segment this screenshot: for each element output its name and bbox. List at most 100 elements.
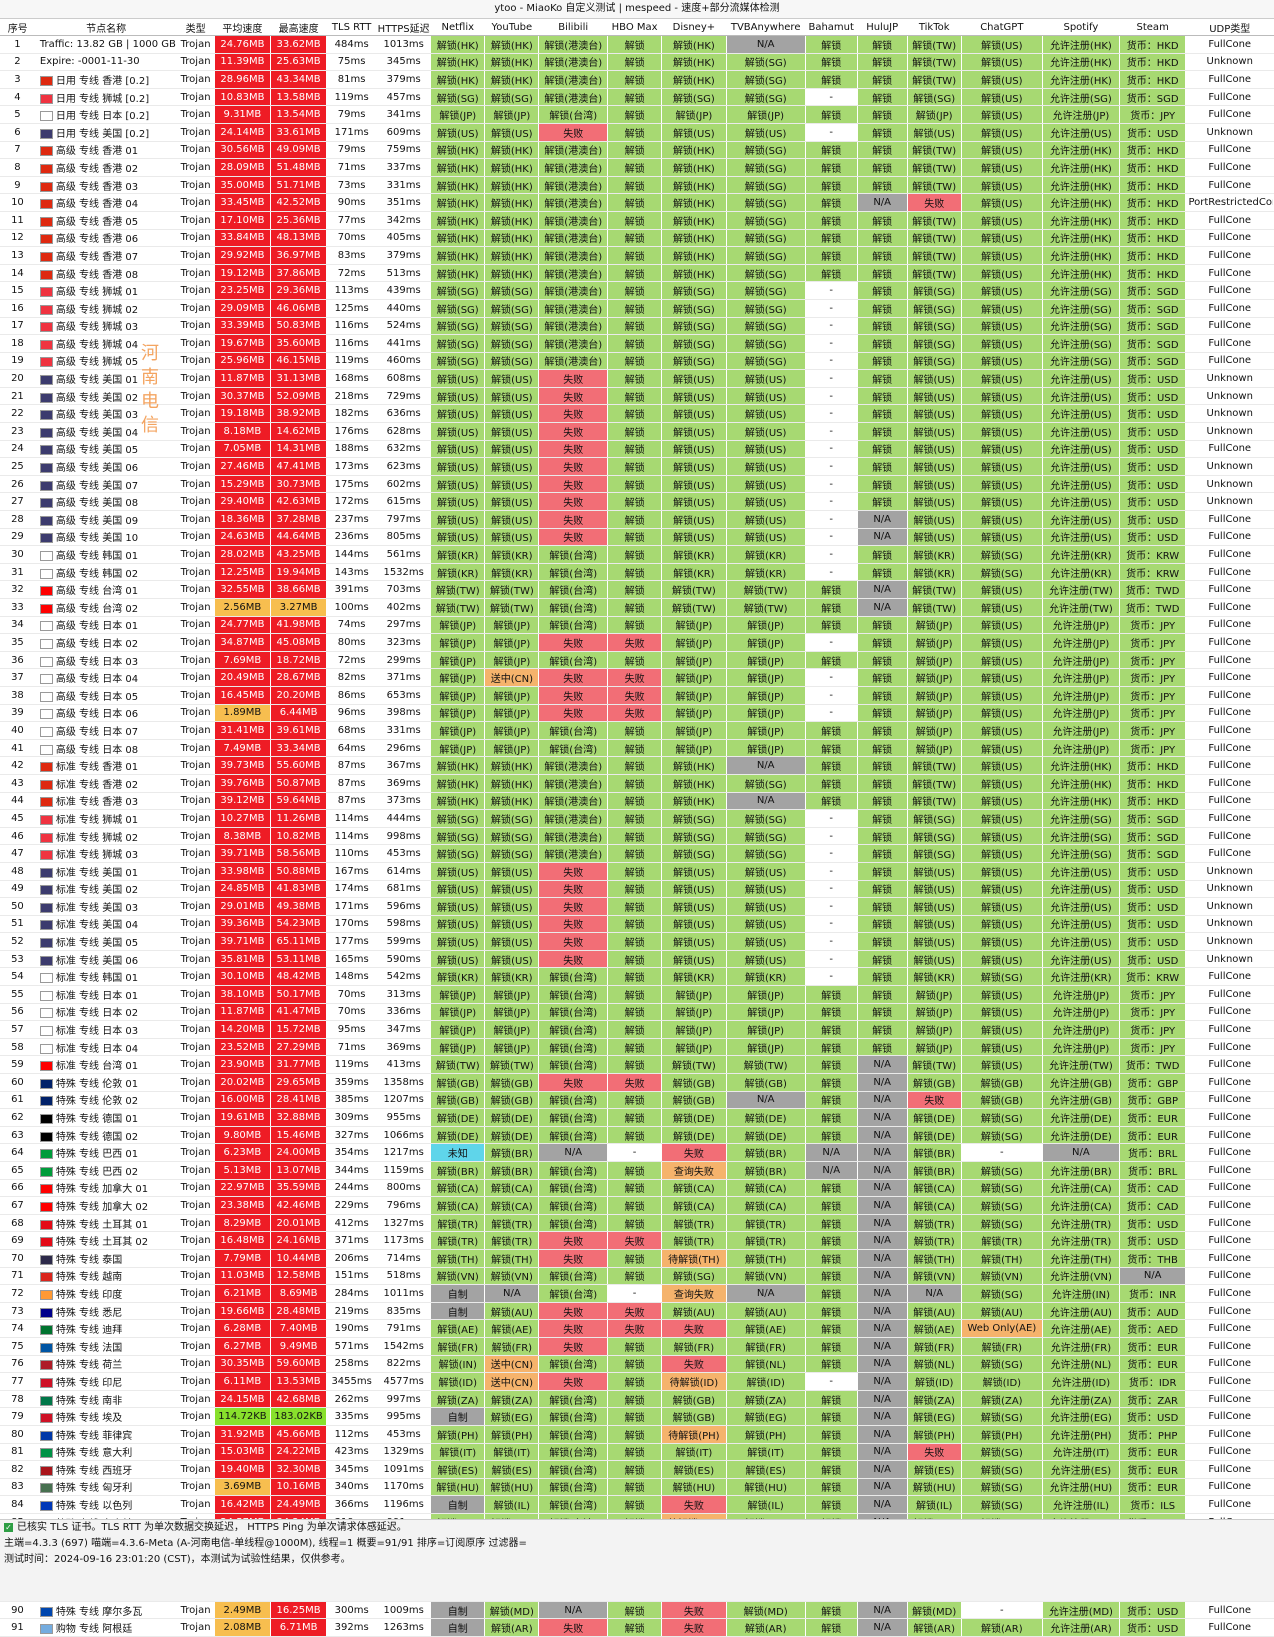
column-header[interactable]: Disney+ [661, 19, 727, 36]
table-row[interactable]: 48 标准 专线 美国 01 Trojan 33.98MB 50.88MB 167ms 61… [0, 862, 1274, 881]
table-row[interactable]: 44 标准 专线 香港 03 Trojan 39.12MB 59.64MB 87ms 373… [0, 792, 1274, 811]
table-row[interactable]: 22 高级 专线 美国 03 Trojan 19.18MB 38.92MB 182ms 63… [0, 404, 1274, 424]
column-header[interactable]: 节点名称 [35, 19, 177, 36]
table-row[interactable]: 67 特殊 专线 加拿大 02 Trojan 23.38MB 42.46MB 229ms 7… [0, 1196, 1274, 1215]
table-row[interactable]: 21 高级 专线 美国 02 Trojan 30.37MB 52.09MB 218ms 72… [0, 387, 1274, 406]
table-row[interactable]: 78 特殊 专线 南非 Trojan 24.15MB 42.68MB 262ms 997ms… [0, 1390, 1274, 1409]
table-row[interactable]: 61 特殊 专线 伦敦 02 Trojan 16.00MB 28.41MB 385ms 12… [0, 1091, 1274, 1110]
table-row[interactable]: 84 特殊 专线 以色列 Trojan 16.42MB 24.49MB 366ms 1196… [0, 1495, 1274, 1514]
table-row[interactable]: 76 特殊 专线 荷兰 Trojan 30.35MB 59.60MB 258ms 822ms… [0, 1355, 1274, 1374]
column-header[interactable]: TikTok [907, 19, 962, 36]
table-row[interactable]: 49 标准 专线 美国 02 Trojan 24.85MB 41.83MB 174ms 68… [0, 880, 1274, 899]
table-row[interactable]: 39 高级 专线 日本 06 Trojan 1.89MB 6.44MB 96ms 398ms… [0, 704, 1274, 723]
table-row[interactable]: 73 特殊 专线 悉尼 Trojan 19.66MB 28.48MB 219ms 835ms… [0, 1302, 1274, 1321]
table-row[interactable]: 55 标准 专线 日本 01 Trojan 38.10MB 50.17MB 70ms 313… [0, 985, 1274, 1004]
table-row[interactable]: 63 特殊 专线 德国 02 Trojan 9.80MB 15.46MB 327ms 106… [0, 1126, 1274, 1145]
table-row[interactable]: 70 特殊 专线 泰国 Trojan 7.79MB 10.44MB 206ms 714ms 解… [0, 1249, 1274, 1268]
table-row[interactable]: 34 高级 专线 日本 01 Trojan 24.77MB 41.98MB 74ms 297… [0, 616, 1274, 635]
table-row[interactable]: 64 特殊 专线 巴西 01 Trojan 6.23MB 24.00MB 354ms 121… [0, 1143, 1274, 1162]
table-row[interactable]: 36 高级 专线 日本 03 Trojan 7.69MB 18.72MB 72ms 299m… [0, 651, 1274, 670]
table-row[interactable]: 12 高级 专线 香港 06 Trojan 33.84MB 48.13MB 70ms 405… [0, 229, 1274, 248]
table-row[interactable]: 27 高级 专线 美国 08 Trojan 29.40MB 42.63MB 172ms 61… [0, 492, 1274, 512]
table-row[interactable]: 80 特殊 专线 菲律宾 Trojan 31.92MB 45.66MB 112ms 453m… [0, 1425, 1274, 1444]
table-row[interactable]: 29 高级 专线 美国 10 Trojan 24.63MB 44.64MB 236ms 80… [0, 528, 1274, 547]
table-row[interactable]: 65 特殊 专线 巴西 02 Trojan 5.13MB 13.07MB 344ms 115… [0, 1161, 1274, 1180]
table-row[interactable]: 75 特殊 专线 法国 Trojan 6.27MB 9.49MB 571ms 1542ms 解… [0, 1337, 1274, 1356]
table-row[interactable]: 56 标准 专线 日本 02 Trojan 11.87MB 41.47MB 70ms 336… [0, 1003, 1274, 1022]
table-row[interactable]: 17 高级 专线 狮城 03 Trojan 33.39MB 50.83MB 116ms 52… [0, 317, 1274, 336]
table-row[interactable]: 16 高级 专线 狮城 02 Trojan 29.09MB 46.06MB 125ms 44… [0, 299, 1274, 318]
table-row[interactable]: 50 标准 专线 美国 03 Trojan 29.01MB 49.38MB 171ms 59… [0, 897, 1274, 916]
column-header[interactable]: ChatGPT [961, 19, 1043, 36]
table-row[interactable]: 41 高级 专线 日本 08 Trojan 7.49MB 33.34MB 64ms 296m… [0, 739, 1274, 758]
table-row[interactable]: 52 标准 专线 美国 05 Trojan 39.71MB 65.11MB 177ms 59… [0, 932, 1274, 951]
table-row[interactable]: 5 日用 专线 日本 [0.2] Trojan 9.31MB 13.54MB 79ms 34… [0, 105, 1274, 124]
table-row[interactable]: 38 高级 专线 日本 05 Trojan 16.45MB 20.20MB 86ms 653… [0, 686, 1274, 705]
column-header[interactable]: 最高速度 [270, 19, 327, 36]
table-row[interactable]: 71 特殊 专线 越南 Trojan 11.03MB 12.58MB 151ms 518ms… [0, 1267, 1274, 1286]
table-row[interactable]: 31 高级 专线 韩国 02 Trojan 12.25MB 19.94MB 143ms 15… [0, 563, 1274, 582]
table-row[interactable]: 19 高级 专线 狮城 05 Trojan 25.96MB 46.15MB 119ms 46… [0, 352, 1274, 371]
table-row[interactable]: 35 高级 专线 日本 02 Trojan 34.87MB 45.08MB 80ms 323… [0, 633, 1274, 652]
table-row[interactable]: 30 高级 专线 韩国 01 Trojan 28.02MB 43.25MB 144ms 56… [0, 545, 1274, 564]
table-row[interactable]: 3 日用 专线 香港 [0.2] Trojan 28.96MB 43.34MB 81ms 3… [0, 70, 1274, 89]
table-row[interactable]: 69 特殊 专线 土耳其 02 Trojan 16.48MB 24.16MB 371ms 1… [0, 1231, 1274, 1250]
table-row[interactable]: 23 高级 专线 美国 04 Trojan 8.18MB 14.62MB 176ms 628… [0, 422, 1274, 441]
table-row[interactable]: 11 高级 专线 香港 05 Trojan 17.10MB 25.36MB 77ms 342… [0, 211, 1274, 230]
table-row[interactable]: 40 高级 专线 日本 07 Trojan 31.41MB 39.61MB 68ms 331… [0, 721, 1274, 740]
table-row[interactable]: 4 日用 专线 狮城 [0.2] Trojan 10.83MB 13.58MB 119ms… [0, 88, 1274, 107]
table-row[interactable]: 20 高级 专线 美国 01 Trojan 11.87MB 31.13MB 168ms 60… [0, 369, 1274, 388]
column-header[interactable]: 平均速度 [214, 19, 271, 36]
column-header[interactable]: Steam [1119, 19, 1186, 36]
table-row[interactable]: 82 特殊 专线 西班牙 Trojan 19.40MB 32.30MB 345ms 1091… [0, 1460, 1274, 1479]
table-row[interactable]: 51 标准 专线 美国 04 Trojan 39.36MB 54.23MB 170ms 59… [0, 915, 1274, 934]
column-header[interactable]: Bilibili [538, 19, 608, 36]
table-row[interactable]: 46 标准 专线 狮城 02 Trojan 8.38MB 10.82MB 114ms 998… [0, 827, 1274, 846]
table-row[interactable]: 7 高级 专线 香港 01 Trojan 30.56MB 49.09MB 79ms 759m… [0, 141, 1274, 160]
column-header[interactable]: 序号 [0, 19, 36, 36]
table-row[interactable]: 18 高级 专线 狮城 04 Trojan 19.67MB 35.60MB 116ms 44… [0, 334, 1274, 353]
table-row[interactable]: 62 特殊 专线 德国 01 Trojan 19.61MB 32.88MB 309ms 95… [0, 1108, 1274, 1127]
column-header[interactable]: HTTPS延迟 [376, 19, 431, 36]
table-row[interactable]: 37 高级 专线 日本 04 Trojan 20.49MB 28.67MB 82ms 371… [0, 668, 1274, 687]
table-row[interactable]: 24 高级 专线 美国 05 Trojan 7.05MB 14.31MB 188ms 632… [0, 440, 1274, 459]
table-row[interactable]: 10 高级 专线 香港 04 Trojan 33.45MB 42.52MB 90ms 351… [0, 193, 1274, 212]
table-row[interactable]: 33 高级 专线 台湾 02 Trojan 2.56MB 3.27MB 100ms 402m… [0, 598, 1274, 617]
table-row[interactable]: 72 特殊 专线 印度 Trojan 6.21MB 8.69MB 284ms 1011ms 自… [0, 1284, 1274, 1303]
column-header[interactable]: HuluJP [857, 19, 908, 36]
table-row[interactable]: 57 标准 专线 日本 03 Trojan 14.20MB 15.72MB 95ms 347… [0, 1020, 1274, 1039]
column-header[interactable]: Netflix [430, 19, 485, 36]
table-row[interactable]: 68 特殊 专线 土耳其 01 Trojan 8.29MB 20.01MB 412ms 13… [0, 1214, 1274, 1233]
table-row[interactable]: 6 日用 专线 美国 [0.2] Trojan 24.14MB 33.61MB 171ms… [0, 123, 1274, 142]
table-row[interactable]: 77 特殊 专线 印尼 Trojan 6.11MB 13.53MB 3455ms 4577m… [0, 1372, 1274, 1391]
column-header[interactable]: Spotify [1042, 19, 1120, 36]
table-row[interactable]: 14 高级 专线 香港 08 Trojan 19.12MB 37.86MB 72ms 513… [0, 264, 1274, 283]
table-row[interactable]: 25 高级 专线 美国 06 Trojan 27.46MB 47.41MB 173ms 62… [0, 457, 1274, 476]
table-row[interactable]: 59 标准 专线 台湾 01 Trojan 23.90MB 31.77MB 119ms 41… [0, 1055, 1274, 1075]
table-row[interactable]: 15 高级 专线 狮城 01 Trojan 23.25MB 29.36MB 113ms 43… [0, 281, 1274, 300]
column-header[interactable]: HBO Max [607, 19, 662, 36]
table-row[interactable]: 32 高级 专线 台湾 01 Trojan 32.55MB 38.66MB 391ms 70… [0, 580, 1274, 599]
table-row[interactable]: 58 标准 专线 日本 04 Trojan 23.52MB 27.29MB 71ms 369… [0, 1038, 1274, 1057]
column-header[interactable]: 类型 [176, 19, 215, 36]
table-row[interactable]: 8 高级 专线 香港 02 Trojan 28.09MB 51.48MB 71ms 337m… [0, 158, 1274, 177]
table-row[interactable]: 66 特殊 专线 加拿大 01 Trojan 22.97MB 35.59MB 244ms 8… [0, 1179, 1274, 1198]
table-row[interactable]: 45 标准 专线 狮城 01 Trojan 10.27MB 11.26MB 114ms 44… [0, 809, 1274, 828]
table-row[interactable]: 60 特殊 专线 伦敦 01 Trojan 20.02MB 29.65MB 359ms 13… [0, 1073, 1274, 1092]
table-row[interactable]: 2 Expire: -0001-11-30 Trojan 11.39MB 25.63MB… [0, 53, 1274, 72]
table-row[interactable]: 9 高级 专线 香港 03 Trojan 35.00MB 51.71MB 73ms 331m… [0, 176, 1274, 195]
column-header[interactable]: UDP类型 [1185, 19, 1274, 36]
table-row[interactable]: 13 高级 专线 香港 07 Trojan 29.92MB 36.97MB 83ms 379… [0, 246, 1274, 265]
table-row[interactable]: 53 标准 专线 美国 06 Trojan 35.81MB 53.11MB 165ms 59… [0, 950, 1274, 969]
table-row[interactable]: 81 特殊 专线 意大利 Trojan 15.03MB 24.22MB 423ms 1329… [0, 1443, 1274, 1462]
column-header[interactable]: TVBAnywhere [726, 19, 806, 36]
column-header[interactable]: TLS RTT [326, 19, 377, 36]
table-row[interactable]: 74 特殊 专线 迪拜 Trojan 6.28MB 7.40MB 190ms 791ms 解锁… [0, 1319, 1274, 1338]
table-row[interactable]: 91 购物 专线 阿根廷 Trojan 2.08MB 6.71MB 392ms 1263ms… [0, 1618, 1274, 1637]
table-row[interactable]: 54 标准 专线 韩国 01 Trojan 30.10MB 48.42MB 148ms 54… [0, 967, 1274, 987]
table-row[interactable]: 1 Traffic: 13.82 GB | 1000 GB Trojan 24.76M… [0, 35, 1274, 54]
table-row[interactable]: 28 高级 专线 美国 09 Trojan 18.36MB 37.28MB 237ms 79… [0, 510, 1274, 529]
table-row[interactable]: 79 特殊 专线 埃及 Trojan 114.72KB 183.02KB 335ms 995… [0, 1407, 1274, 1426]
table-row[interactable]: 26 高级 专线 美国 07 Trojan 15.29MB 30.73MB 175ms 60… [0, 475, 1274, 494]
table-row[interactable]: 42 标准 专线 香港 01 Trojan 39.73MB 55.60MB 87ms 367… [0, 756, 1274, 775]
